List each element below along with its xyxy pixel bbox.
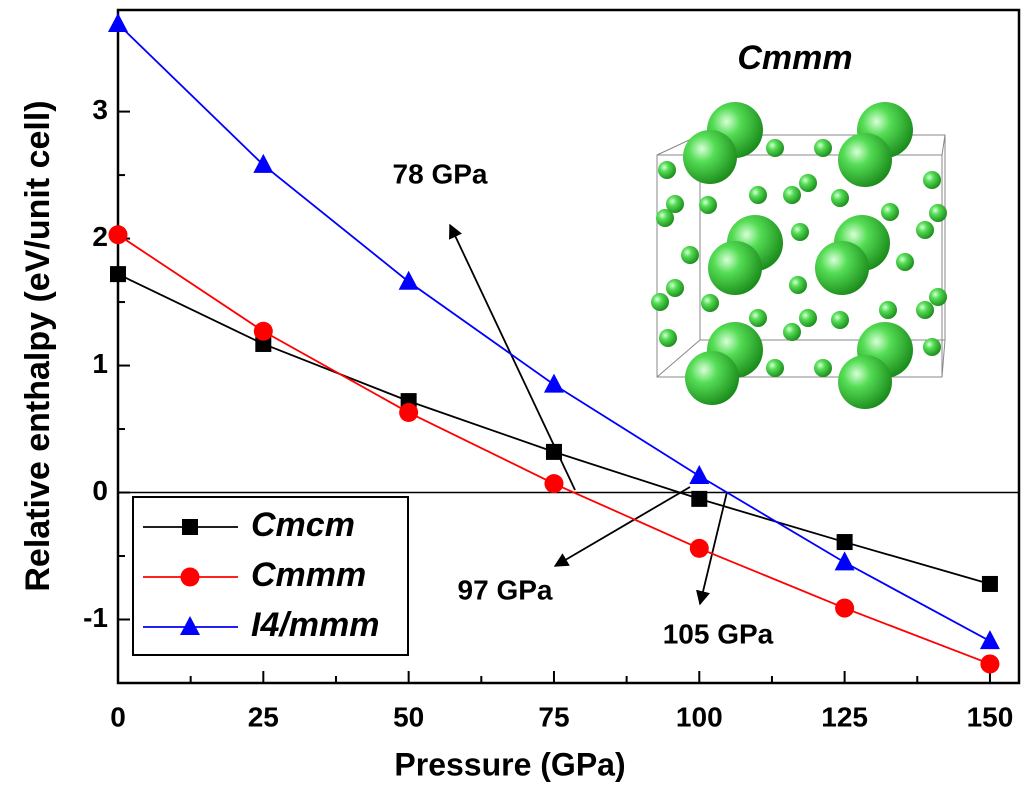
point xyxy=(836,534,853,551)
point xyxy=(545,443,562,460)
annotation: 78 GPa xyxy=(393,158,488,189)
plot-frame xyxy=(116,8,1021,685)
y-tick-label: 1 xyxy=(92,348,108,379)
point xyxy=(980,654,1000,674)
x-axis-label: Pressure (GPa) xyxy=(394,746,625,782)
crystal-inset xyxy=(651,102,947,409)
y-tick-label: 0 xyxy=(92,475,108,506)
arrow xyxy=(696,491,728,606)
point xyxy=(834,551,855,571)
point xyxy=(544,474,564,494)
annotation: 97 GPa xyxy=(458,574,553,605)
x-tick-label: 125 xyxy=(821,701,868,732)
y-tick-label: -1 xyxy=(83,602,108,633)
point xyxy=(110,266,126,283)
legend-box xyxy=(132,496,409,656)
x-tick-label: 50 xyxy=(393,701,424,732)
point xyxy=(543,373,564,393)
point xyxy=(691,490,708,507)
x-tick-label: 75 xyxy=(538,701,569,732)
x-tick-label: 150 xyxy=(967,701,1014,732)
annotation: 105 GPa xyxy=(663,618,774,649)
legend-marker xyxy=(180,567,200,587)
point xyxy=(253,321,273,341)
legend-label: Cmcm xyxy=(251,506,355,544)
arrow xyxy=(553,486,691,567)
point xyxy=(255,335,272,352)
y-tick-label: 2 xyxy=(92,221,108,252)
legend: Cmcm Cmmm I4/mmm xyxy=(132,496,409,656)
legend-marker xyxy=(180,616,200,635)
point xyxy=(689,465,710,485)
y-axis-label: Relative enthalpy (eV/unit cell) xyxy=(19,100,57,591)
point xyxy=(253,153,274,173)
inset-title: Cmmm xyxy=(737,39,852,77)
legend-label: I4/mmm xyxy=(251,606,380,644)
x-tick-label: 0 xyxy=(110,701,126,732)
point xyxy=(108,225,128,245)
y-tick-label: 3 xyxy=(92,94,108,125)
x-tick-label: 100 xyxy=(676,701,723,732)
point xyxy=(399,403,419,423)
x-tick-label: 25 xyxy=(248,701,279,732)
legend-marker xyxy=(182,519,198,535)
point xyxy=(689,538,709,558)
series-line xyxy=(117,23,991,642)
legend-label: Cmmm xyxy=(251,556,366,594)
point xyxy=(398,270,419,290)
point xyxy=(835,598,855,618)
point xyxy=(108,12,128,32)
point xyxy=(981,575,998,592)
point xyxy=(979,630,1000,650)
